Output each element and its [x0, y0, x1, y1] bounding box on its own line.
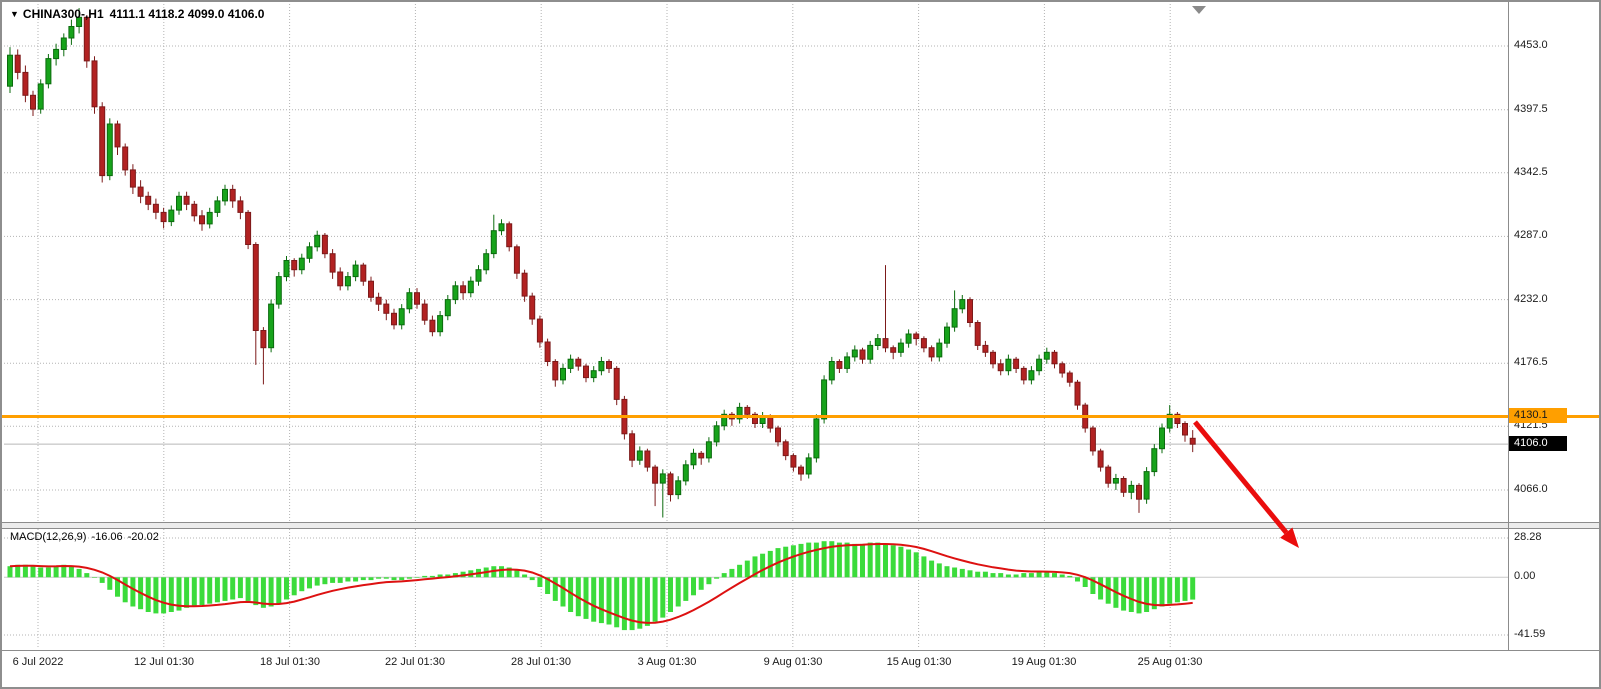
macd-signal-line — [9, 543, 1193, 624]
scroll-shift-marker[interactable] — [1192, 6, 1206, 14]
candlestick-series[interactable] — [7, 8, 1196, 518]
trend-arrow[interactable] — [1193, 420, 1299, 548]
panel-separator[interactable] — [2, 522, 1601, 529]
